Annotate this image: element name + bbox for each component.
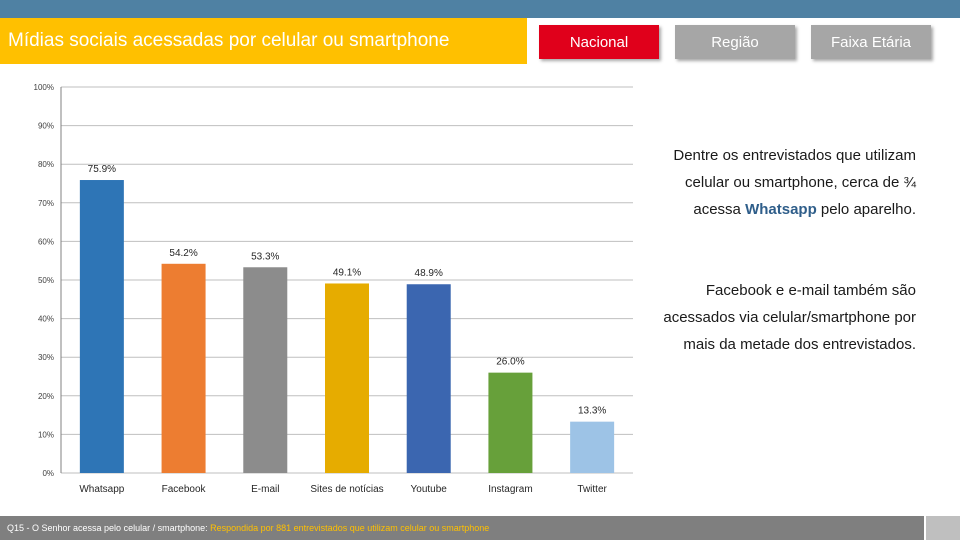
commentary-whatsapp: Dentre os entrevistados que utilizam cel… xyxy=(640,142,916,223)
y-tick-label: 0% xyxy=(42,469,54,478)
commentary-whatsapp-end: pelo aparelho. xyxy=(816,201,916,218)
data-label: 75.9% xyxy=(88,164,116,175)
bar-chart: 0% 10% 20% 30% 40% 50% 60% 70% 80% 90% 100% 75.9% Wh… xyxy=(34,83,633,495)
x-tick-label: Twitter xyxy=(577,484,607,495)
title-bar xyxy=(0,18,527,64)
data-label: 54.2% xyxy=(169,248,197,259)
data-label: 13.3% xyxy=(578,406,606,417)
y-tick-label: 50% xyxy=(38,276,54,285)
y-tick-label: 80% xyxy=(38,160,54,169)
bar xyxy=(325,283,369,473)
bar xyxy=(243,267,288,473)
x-tick-label: Facebook xyxy=(162,484,207,495)
footer-base: Respondida por 881 entrevistados que uti… xyxy=(207,523,490,533)
page-title: Mídias sociais acessadas por celular ou … xyxy=(8,30,450,51)
data-label: 48.9% xyxy=(415,268,443,279)
commentary-facebook-email: Facebook e e-mail também são acessados v… xyxy=(663,282,916,353)
footer-box xyxy=(926,516,960,540)
bar xyxy=(488,372,533,473)
data-label: 53.3% xyxy=(251,251,279,262)
bar xyxy=(161,263,206,473)
x-tick-label: Youtube xyxy=(411,484,448,495)
y-tick-label: 60% xyxy=(38,237,54,246)
tab-regiao[interactable]: Região xyxy=(675,25,795,59)
bar xyxy=(406,284,451,473)
x-tick-label: E-mail xyxy=(251,484,279,495)
y-tick-label: 90% xyxy=(38,122,54,131)
data-label: 26.0% xyxy=(496,357,524,368)
x-tick-label: Whatsapp xyxy=(79,484,124,495)
y-tick-label: 40% xyxy=(38,315,54,324)
y-tick-label: 20% xyxy=(38,392,54,401)
bar xyxy=(79,180,124,473)
y-tick-label: 70% xyxy=(38,199,54,208)
x-tick-label: Sites de notícias xyxy=(310,484,383,495)
tab-faixa-etaria[interactable]: Faixa Etária xyxy=(811,25,931,59)
tab-nacional[interactable]: Nacional xyxy=(539,25,659,59)
footer-source: Q15 - O Senhor acessa pelo celular / sma… xyxy=(0,516,924,540)
footer-question: Q15 - O Senhor acessa pelo celular / sma… xyxy=(7,523,208,533)
y-tick-label: 100% xyxy=(34,83,54,92)
commentary-whatsapp-highlight: Whatsapp xyxy=(745,201,817,218)
data-label: 49.1% xyxy=(333,267,361,278)
top-accent-strip xyxy=(0,0,960,18)
x-tick-label: Instagram xyxy=(488,484,532,495)
commentary-whatsapp-text: Dentre os entrevistados que utilizam cel… xyxy=(673,147,916,218)
bar xyxy=(570,421,615,473)
y-tick-label: 30% xyxy=(38,353,54,362)
y-tick-label: 10% xyxy=(38,430,54,439)
